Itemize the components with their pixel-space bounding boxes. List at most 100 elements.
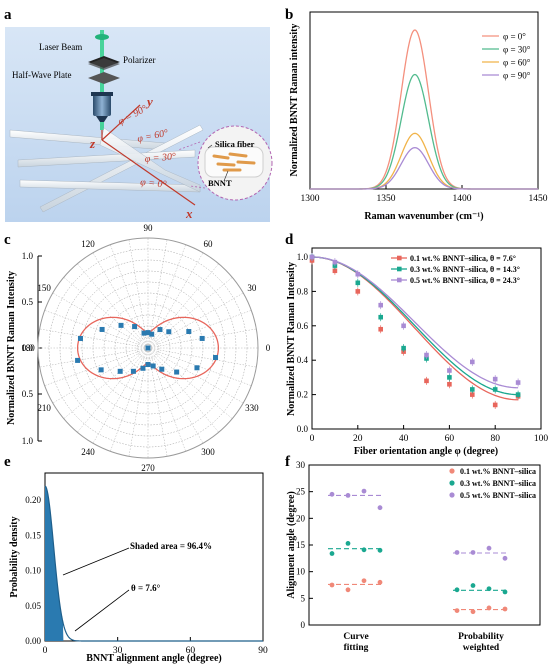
data-point-f-1 bbox=[470, 583, 476, 588]
polar-spoke bbox=[110, 347, 149, 452]
data-point-d-0 bbox=[424, 378, 429, 384]
panel-letter-d: d bbox=[285, 232, 294, 248]
y-tick-label-f: 10 bbox=[296, 567, 306, 577]
polar-point-5 bbox=[149, 331, 155, 337]
annotation-theta: θ = 7.6° bbox=[131, 583, 161, 593]
polar-ring bbox=[70, 270, 226, 426]
data-point-f-2 bbox=[454, 550, 460, 555]
data-point-f-1 bbox=[454, 587, 460, 593]
data-point-d-1 bbox=[447, 375, 452, 380]
panel-a: a Laser Beam Polarizer Half-Wave Plate x… bbox=[4, 7, 273, 222]
bnnt-rods bbox=[212, 152, 256, 172]
legend-label-f-1: 0.3 wt.% BNNT–silica bbox=[460, 479, 536, 488]
category-label-f: Probability bbox=[458, 632, 504, 642]
data-points-d bbox=[309, 253, 521, 409]
panel-d: d 0 20 40 60 80 100 0.0 0.2 0.4 0.6 0.8 1.0 0.1 wt.… bbox=[285, 232, 548, 457]
y-axis-label-c: Normalized BNNT Raman Intensity bbox=[6, 271, 17, 425]
data-point-d-2 bbox=[355, 271, 361, 277]
legend-b: φ = 0° φ = 30° φ = 60° φ = 90° bbox=[482, 32, 531, 81]
polar-spoke bbox=[39, 328, 149, 349]
panel-letter-a: a bbox=[4, 7, 12, 23]
legend-label-f-2: 0.5 wt.% BNNT–silica bbox=[460, 491, 536, 500]
polar-fit-line bbox=[76, 316, 220, 380]
axis-y-label: y bbox=[145, 94, 153, 109]
polar-spoke bbox=[147, 347, 219, 433]
legend-marker-f-2 bbox=[449, 492, 455, 498]
x-tick-label-d: 20 bbox=[353, 434, 363, 444]
polar-point-17 bbox=[145, 362, 151, 367]
y-tick-label-c: 1.0 bbox=[22, 251, 34, 261]
y-tick-label-f: 30 bbox=[296, 460, 306, 470]
polar-spoke bbox=[147, 292, 244, 349]
angle-label-60: 60 bbox=[204, 239, 214, 249]
y-axis-label-b: Normalized BNNT Raman intensity bbox=[289, 24, 300, 177]
polar-spoke bbox=[147, 252, 204, 349]
phi-30-label: φ = 30° bbox=[144, 151, 176, 165]
data-point-f-2 bbox=[361, 488, 367, 494]
y-tick-label-c: 0.5 bbox=[22, 389, 34, 399]
axis-z-label: z bbox=[89, 136, 96, 151]
y-tick-label-f: 15 bbox=[296, 540, 306, 550]
y-tick-label-f: 25 bbox=[296, 487, 306, 497]
raman-line-2 bbox=[310, 132, 538, 190]
category-label-f: Curve bbox=[343, 632, 368, 642]
x-tick-label-d: 40 bbox=[399, 434, 409, 444]
polar-point-20 bbox=[174, 369, 180, 375]
angle-label-0: 0 bbox=[266, 343, 271, 353]
y-tick-label-d: 0.2 bbox=[297, 390, 308, 400]
polar-point-7 bbox=[141, 330, 147, 336]
data-point-d-2 bbox=[401, 323, 406, 329]
data-point-d-2 bbox=[515, 380, 521, 385]
polar-spoke bbox=[147, 347, 233, 419]
legend-marker-f-0 bbox=[449, 468, 455, 474]
polar-point-0 bbox=[145, 345, 151, 351]
polar-spoke bbox=[44, 310, 149, 349]
y-tick-label-f: 5 bbox=[301, 593, 306, 603]
polar-point-13 bbox=[98, 367, 104, 373]
panel-c: c 1.0 0.5 0.0 0.5 1.0 0 30 60 90 120 150 180 210 240… bbox=[4, 223, 271, 473]
polar-point-10 bbox=[99, 326, 105, 332]
x-axis-arrow bbox=[101, 139, 196, 206]
laser-label: Laser Beam bbox=[39, 42, 82, 52]
data-point-d-2 bbox=[492, 376, 498, 382]
fit-curves-d bbox=[311, 256, 519, 401]
polar-ring bbox=[136, 336, 160, 360]
y-tick-label-f: 20 bbox=[296, 513, 306, 523]
polar-spoke bbox=[77, 263, 149, 349]
data-point-f-1 bbox=[361, 547, 367, 553]
polar-grid bbox=[37, 237, 259, 459]
y-axis-label-d: Normalized BNNT Raman Intensity bbox=[286, 262, 297, 416]
y-tick-label-c: 1.0 bbox=[22, 436, 34, 446]
data-point-d-1 bbox=[378, 314, 383, 320]
y-tick-label-c: 0.5 bbox=[22, 297, 34, 307]
x-tick-label-b: 1400 bbox=[453, 194, 472, 204]
polar-point-18 bbox=[150, 363, 156, 369]
y-tick-label-e: 0.15 bbox=[25, 530, 41, 540]
data-point-f-2 bbox=[470, 550, 476, 555]
data-point-f-2 bbox=[377, 505, 383, 511]
data-point-f-1 bbox=[329, 551, 335, 556]
data-point-f-0 bbox=[502, 606, 508, 612]
x-tick-label-b: 1450 bbox=[529, 194, 548, 204]
polar-point-14 bbox=[117, 368, 123, 374]
objective-lens bbox=[93, 94, 111, 116]
annotation-shaded-area: Shaded area = 96.4% bbox=[130, 541, 212, 551]
angle-label-270: 270 bbox=[141, 463, 155, 473]
angle-label-90: 90 bbox=[144, 223, 154, 233]
polar-point-8 bbox=[132, 324, 138, 330]
legend-label-d-1: 0.3 wt.% BNNT–silica, θ = 14.3° bbox=[410, 265, 520, 274]
plot-frame-f bbox=[308, 464, 541, 626]
raman-line-3 bbox=[310, 147, 538, 190]
data-points-f bbox=[329, 488, 508, 615]
polar-spoke bbox=[147, 263, 219, 349]
laser-source bbox=[95, 34, 109, 40]
legend-marker-f-1 bbox=[449, 480, 455, 486]
probability-density-curve bbox=[44, 485, 263, 642]
legend-f: 0.1 wt.% BNNT–silica 0.3 wt.% BNNT–silica… bbox=[449, 467, 536, 500]
data-point-f-0 bbox=[361, 578, 367, 584]
annotation-theta-arrow bbox=[74, 589, 130, 632]
polar-spoke bbox=[77, 347, 149, 433]
legend-label-d-2: 0.5 wt.% BNNT–silica, θ = 24.3° bbox=[410, 276, 520, 285]
panel-letter-f: f bbox=[285, 454, 291, 470]
